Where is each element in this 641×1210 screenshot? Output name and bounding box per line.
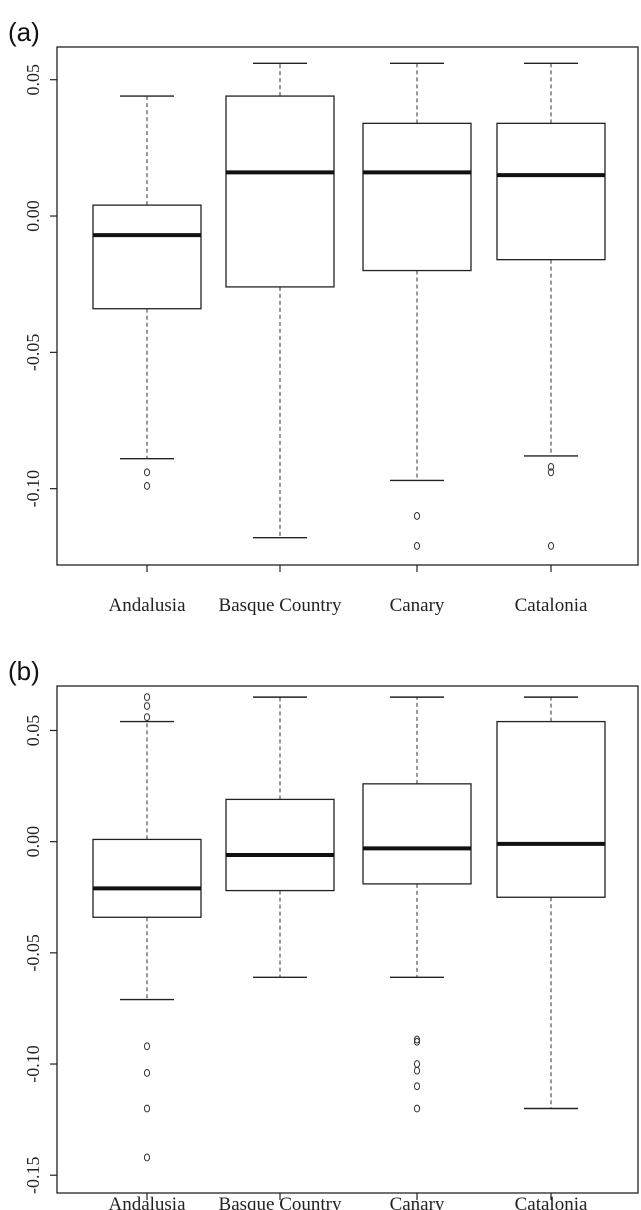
panel-b-outlier-point bbox=[143, 1069, 151, 1077]
panel-b-box bbox=[496, 720, 606, 898]
panel-a-plot-frame bbox=[56, 46, 639, 566]
panel-a-box bbox=[496, 122, 606, 261]
panel-b-outlier-point bbox=[143, 1153, 151, 1162]
panel-b-outlier-point bbox=[413, 1060, 421, 1068]
panel-b-category-label: Andalusia bbox=[108, 1194, 186, 1210]
panel-b-box bbox=[225, 798, 335, 892]
panel-b-category-label: Canary bbox=[390, 1194, 445, 1210]
panel-b-label: (b) bbox=[8, 656, 40, 686]
panel-b-outlier-point bbox=[143, 702, 151, 710]
panel-a-outlier-point bbox=[413, 542, 421, 550]
panel-a-outlier-point bbox=[547, 462, 555, 471]
panel-a-category-label: Basque Country bbox=[219, 595, 342, 616]
panel-a-box bbox=[92, 204, 202, 310]
panel-b-ytick-label: 0.05 bbox=[23, 715, 43, 747]
panel-b-category-label: Basque Country bbox=[219, 1194, 342, 1210]
panel-b-ytick-label: 0.00 bbox=[23, 826, 43, 858]
panel-a-outlier-point bbox=[143, 468, 151, 477]
panel-b-outlier-point bbox=[143, 713, 151, 722]
panel-b-category-label: Catalonia bbox=[515, 1194, 588, 1210]
panel-a-ytick-label: 0.05 bbox=[23, 64, 43, 96]
panel-a-ytick-label: 0.00 bbox=[23, 200, 43, 232]
panel-a-label: (a) bbox=[8, 17, 40, 47]
panel-b-ytick-label: -0.05 bbox=[23, 934, 43, 972]
panel-b-outlier-point bbox=[413, 1104, 421, 1113]
panel-b-ytick-label: -0.10 bbox=[23, 1045, 43, 1083]
panel-b-outlier-point bbox=[143, 1042, 151, 1051]
panel-b-outlier-point bbox=[413, 1066, 421, 1075]
panel-a-category-label: Canary bbox=[390, 595, 445, 616]
panel-a-ytick-label: -0.10 bbox=[23, 470, 43, 508]
panel-a-outlier-point bbox=[547, 468, 555, 477]
panel-a-box bbox=[362, 122, 472, 272]
panel-a-outlier-point bbox=[413, 512, 421, 520]
panel-b-outlier-point bbox=[143, 1104, 151, 1113]
panel-a-ytick-label: -0.05 bbox=[23, 334, 43, 372]
panel-b-outlier-point bbox=[413, 1082, 421, 1091]
panel-a-category-label: Catalonia bbox=[515, 595, 588, 616]
panel-b-box bbox=[92, 838, 202, 918]
panel-a-outlier-point bbox=[547, 542, 555, 550]
panel-a-box bbox=[225, 95, 335, 288]
panel-b-plot-frame bbox=[56, 685, 639, 1194]
panel-a-outlier-point bbox=[143, 482, 151, 490]
panel-b-outlier-point bbox=[143, 693, 151, 702]
panel-b-outlier-point bbox=[413, 1037, 421, 1046]
panel-a-category-label: Andalusia bbox=[108, 595, 186, 616]
panel-b-box bbox=[362, 783, 472, 885]
panel-b-ytick-label: -0.15 bbox=[23, 1156, 43, 1194]
